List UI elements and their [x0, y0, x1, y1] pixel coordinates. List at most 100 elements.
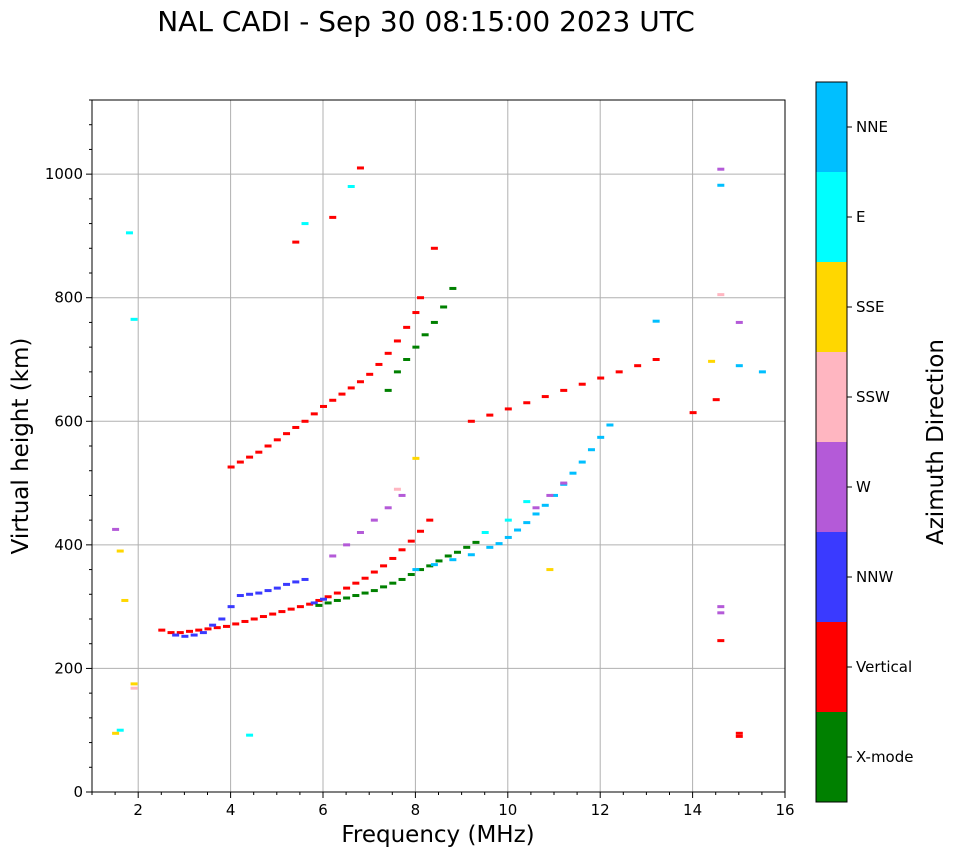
data-point [652, 358, 660, 361]
data-point [269, 612, 277, 616]
data-point [758, 370, 766, 374]
colorbar-segment [816, 262, 847, 352]
data-point [389, 581, 397, 585]
data-point [264, 589, 272, 593]
x-tick-label: 4 [226, 801, 236, 819]
data-point [250, 617, 258, 621]
colorbar-segment [816, 712, 847, 802]
data-point [347, 386, 355, 390]
x-tick-label: 10 [498, 801, 517, 819]
data-point [264, 444, 272, 448]
colorbar-tick-label: NNE [856, 118, 888, 136]
data-point [338, 392, 346, 396]
data-point [343, 543, 351, 547]
data-point [246, 733, 254, 737]
data-point [361, 591, 369, 595]
data-point [398, 493, 406, 497]
data-point [167, 631, 175, 635]
data-point [370, 518, 378, 522]
data-point [597, 435, 605, 439]
data-point [384, 351, 392, 355]
data-point [236, 460, 244, 464]
data-point [333, 598, 341, 602]
data-point [320, 404, 327, 408]
data-point [195, 628, 203, 632]
data-point [486, 545, 494, 549]
data-point [356, 531, 364, 534]
colorbar-tick-label: W [856, 478, 871, 496]
data-point [449, 286, 457, 290]
y-tick-label: 1000 [45, 165, 83, 183]
data-point [578, 382, 586, 386]
data-point [255, 450, 263, 454]
data-point [246, 592, 254, 596]
data-point [467, 419, 475, 423]
data-point [578, 460, 586, 464]
data-point [213, 626, 221, 630]
data-point [435, 559, 443, 563]
data-point [426, 518, 434, 522]
data-point [125, 231, 133, 235]
data-point [329, 215, 337, 219]
data-point [467, 553, 475, 557]
x-tick-label: 12 [591, 801, 610, 819]
data-point [112, 731, 120, 735]
data-point [301, 419, 309, 423]
data-point [329, 554, 337, 558]
data-point [504, 535, 512, 539]
x-tick-label: 2 [133, 801, 143, 819]
data-point [444, 554, 452, 558]
data-point [717, 605, 725, 609]
data-point [398, 548, 406, 552]
data-point [486, 413, 494, 417]
y-tick-label: 0 [73, 783, 83, 801]
x-tick-label: 6 [318, 801, 328, 819]
data-point [560, 481, 568, 485]
data-point [227, 605, 235, 609]
data-point [366, 372, 374, 376]
y-tick-label: 600 [54, 412, 83, 430]
data-point [398, 577, 406, 581]
data-point [393, 339, 401, 343]
data-point [259, 615, 267, 619]
data-point [393, 370, 401, 374]
data-point [352, 594, 360, 598]
data-point [236, 594, 244, 598]
data-point [449, 558, 457, 562]
data-point [190, 633, 198, 637]
data-point [426, 564, 434, 568]
data-point [412, 568, 420, 572]
data-point [541, 503, 549, 507]
data-point [347, 185, 355, 188]
grid [92, 100, 785, 792]
data-point [597, 376, 605, 380]
data-point [717, 611, 725, 615]
data-point [278, 610, 286, 614]
x-tick-label: 8 [411, 801, 421, 819]
data-point [380, 585, 388, 589]
y-tick-label: 400 [54, 536, 83, 554]
data-point [689, 411, 697, 415]
data-point [569, 471, 577, 475]
data-point [407, 539, 415, 543]
data-point [112, 527, 120, 531]
data-point [735, 320, 743, 324]
data-point [333, 591, 341, 595]
data-point [241, 619, 249, 623]
data-point [463, 545, 471, 549]
data-point [292, 425, 300, 429]
data-point [324, 601, 332, 605]
data-point [301, 222, 309, 226]
data-point [403, 358, 411, 361]
data-point [273, 438, 281, 442]
colorbar-tick-label: SSE [856, 298, 885, 316]
data-point [421, 333, 429, 337]
data-point [315, 598, 323, 602]
data-point [634, 364, 642, 368]
colorbar-tick-label: Vertical [856, 658, 912, 676]
data-point [121, 598, 129, 602]
data-point [384, 506, 392, 510]
y-tick-label: 200 [54, 659, 83, 677]
data-point [389, 556, 397, 560]
